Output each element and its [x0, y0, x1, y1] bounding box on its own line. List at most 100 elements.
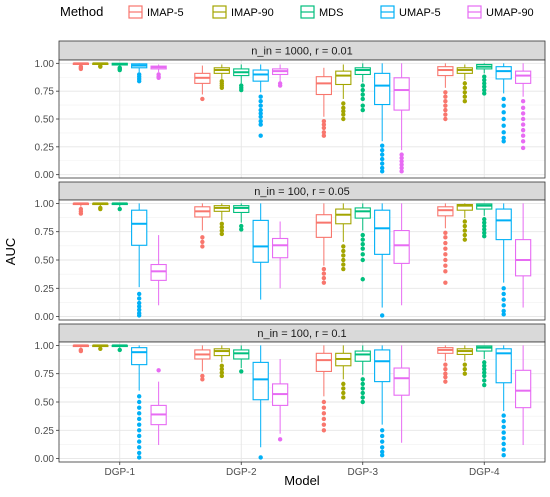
outlier-point	[341, 253, 346, 258]
outlier-point	[277, 437, 283, 442]
outlier-point	[443, 116, 448, 122]
outlier-point	[98, 206, 103, 212]
outlier-point	[239, 369, 244, 374]
outlier-point	[321, 399, 327, 405]
box	[213, 348, 230, 357]
y-tick-label: 0.25	[35, 142, 55, 153]
outlier-point	[443, 112, 448, 117]
outlier-point	[219, 366, 225, 372]
outlier-point	[200, 239, 205, 245]
outlier-point	[462, 81, 468, 86]
outlier-point	[462, 371, 468, 376]
outlier-point	[520, 116, 526, 122]
outlier-point	[136, 394, 142, 399]
outlier-point	[321, 266, 327, 272]
outlier-point	[501, 308, 506, 314]
outlier-point	[360, 83, 365, 88]
panel-strip-label-2: n_in = 100, r = 0.05	[254, 186, 349, 198]
outlier-point	[482, 370, 487, 375]
outlier-point	[482, 87, 487, 93]
outlier-point	[501, 123, 506, 128]
outlier-point	[501, 116, 506, 122]
outlier-point	[117, 67, 122, 73]
outlier-point	[219, 373, 225, 379]
outlier-point	[219, 224, 225, 230]
y-tick-label: 0.00	[35, 454, 55, 465]
outlier-point	[136, 78, 142, 84]
box	[315, 76, 333, 96]
outlier-point	[501, 135, 506, 141]
outlier-point	[482, 378, 487, 383]
box	[315, 352, 333, 372]
outlier-point	[360, 386, 365, 391]
outlier-point	[462, 362, 468, 367]
box	[393, 230, 410, 264]
outlier-point	[501, 286, 506, 291]
outlier-point	[360, 237, 365, 242]
outlier-point	[482, 217, 487, 222]
outlier-point	[239, 227, 244, 232]
outlier-point	[341, 116, 346, 122]
outlier-point	[321, 428, 327, 433]
outlier-point	[443, 269, 448, 274]
outlier-point	[341, 244, 346, 249]
outlier-point	[321, 280, 327, 285]
outlier-point	[443, 230, 448, 236]
outlier-point	[482, 363, 487, 368]
outlier-point	[462, 85, 468, 91]
outlier-point	[341, 248, 346, 254]
outlier-point	[321, 125, 327, 131]
outlier-point	[379, 313, 385, 318]
y-tick-label: 0.75	[35, 369, 55, 380]
outlier-point	[258, 107, 263, 113]
outlier-point	[379, 439, 385, 444]
outlier-point	[520, 133, 526, 138]
box	[252, 361, 269, 401]
outlier-point	[156, 75, 161, 81]
outlier-point	[379, 161, 385, 166]
outlier-point	[379, 445, 385, 450]
x-tick-label: DGP-4	[469, 467, 500, 478]
outlier-point	[321, 119, 327, 124]
outlier-point	[321, 271, 327, 276]
outlier-point	[501, 430, 506, 435]
outlier-point	[443, 90, 448, 95]
outlier-point	[379, 453, 385, 458]
outlier-point	[136, 300, 142, 306]
outlier-point	[219, 228, 225, 233]
outlier-point	[321, 130, 327, 135]
outlier-point	[258, 455, 263, 460]
box	[150, 263, 167, 281]
outlier-point	[136, 399, 142, 405]
outlier-point	[462, 366, 468, 372]
outlier-point	[360, 381, 365, 387]
outlier-point	[443, 240, 448, 246]
outlier-point	[379, 143, 385, 148]
outlier-point	[379, 165, 385, 171]
outlier-point	[482, 360, 487, 365]
x-tick-label: DGP-2	[226, 467, 257, 478]
box	[456, 203, 473, 211]
outlier-point	[341, 266, 346, 272]
box	[393, 367, 410, 396]
outlier-point	[379, 152, 385, 157]
outlier-point	[219, 221, 225, 226]
outlier-point	[321, 275, 327, 281]
outlier-point	[482, 81, 487, 86]
outlier-point	[341, 395, 346, 400]
outlier-point	[360, 92, 365, 97]
outlier-point	[462, 98, 468, 104]
outlier-point	[136, 445, 142, 450]
outlier-point	[360, 257, 365, 263]
outlier-point	[482, 84, 487, 89]
outlier-point	[443, 366, 448, 372]
outlier-point	[360, 377, 365, 382]
outlier-point	[520, 105, 526, 111]
legend-label-5: UMAP-90	[486, 7, 534, 19]
y-tick-label: 0.25	[35, 284, 55, 295]
outlier-point	[360, 241, 365, 247]
outlier-point	[501, 436, 506, 441]
y-tick-label: 0.50	[35, 398, 55, 409]
outlier-point	[501, 103, 506, 108]
